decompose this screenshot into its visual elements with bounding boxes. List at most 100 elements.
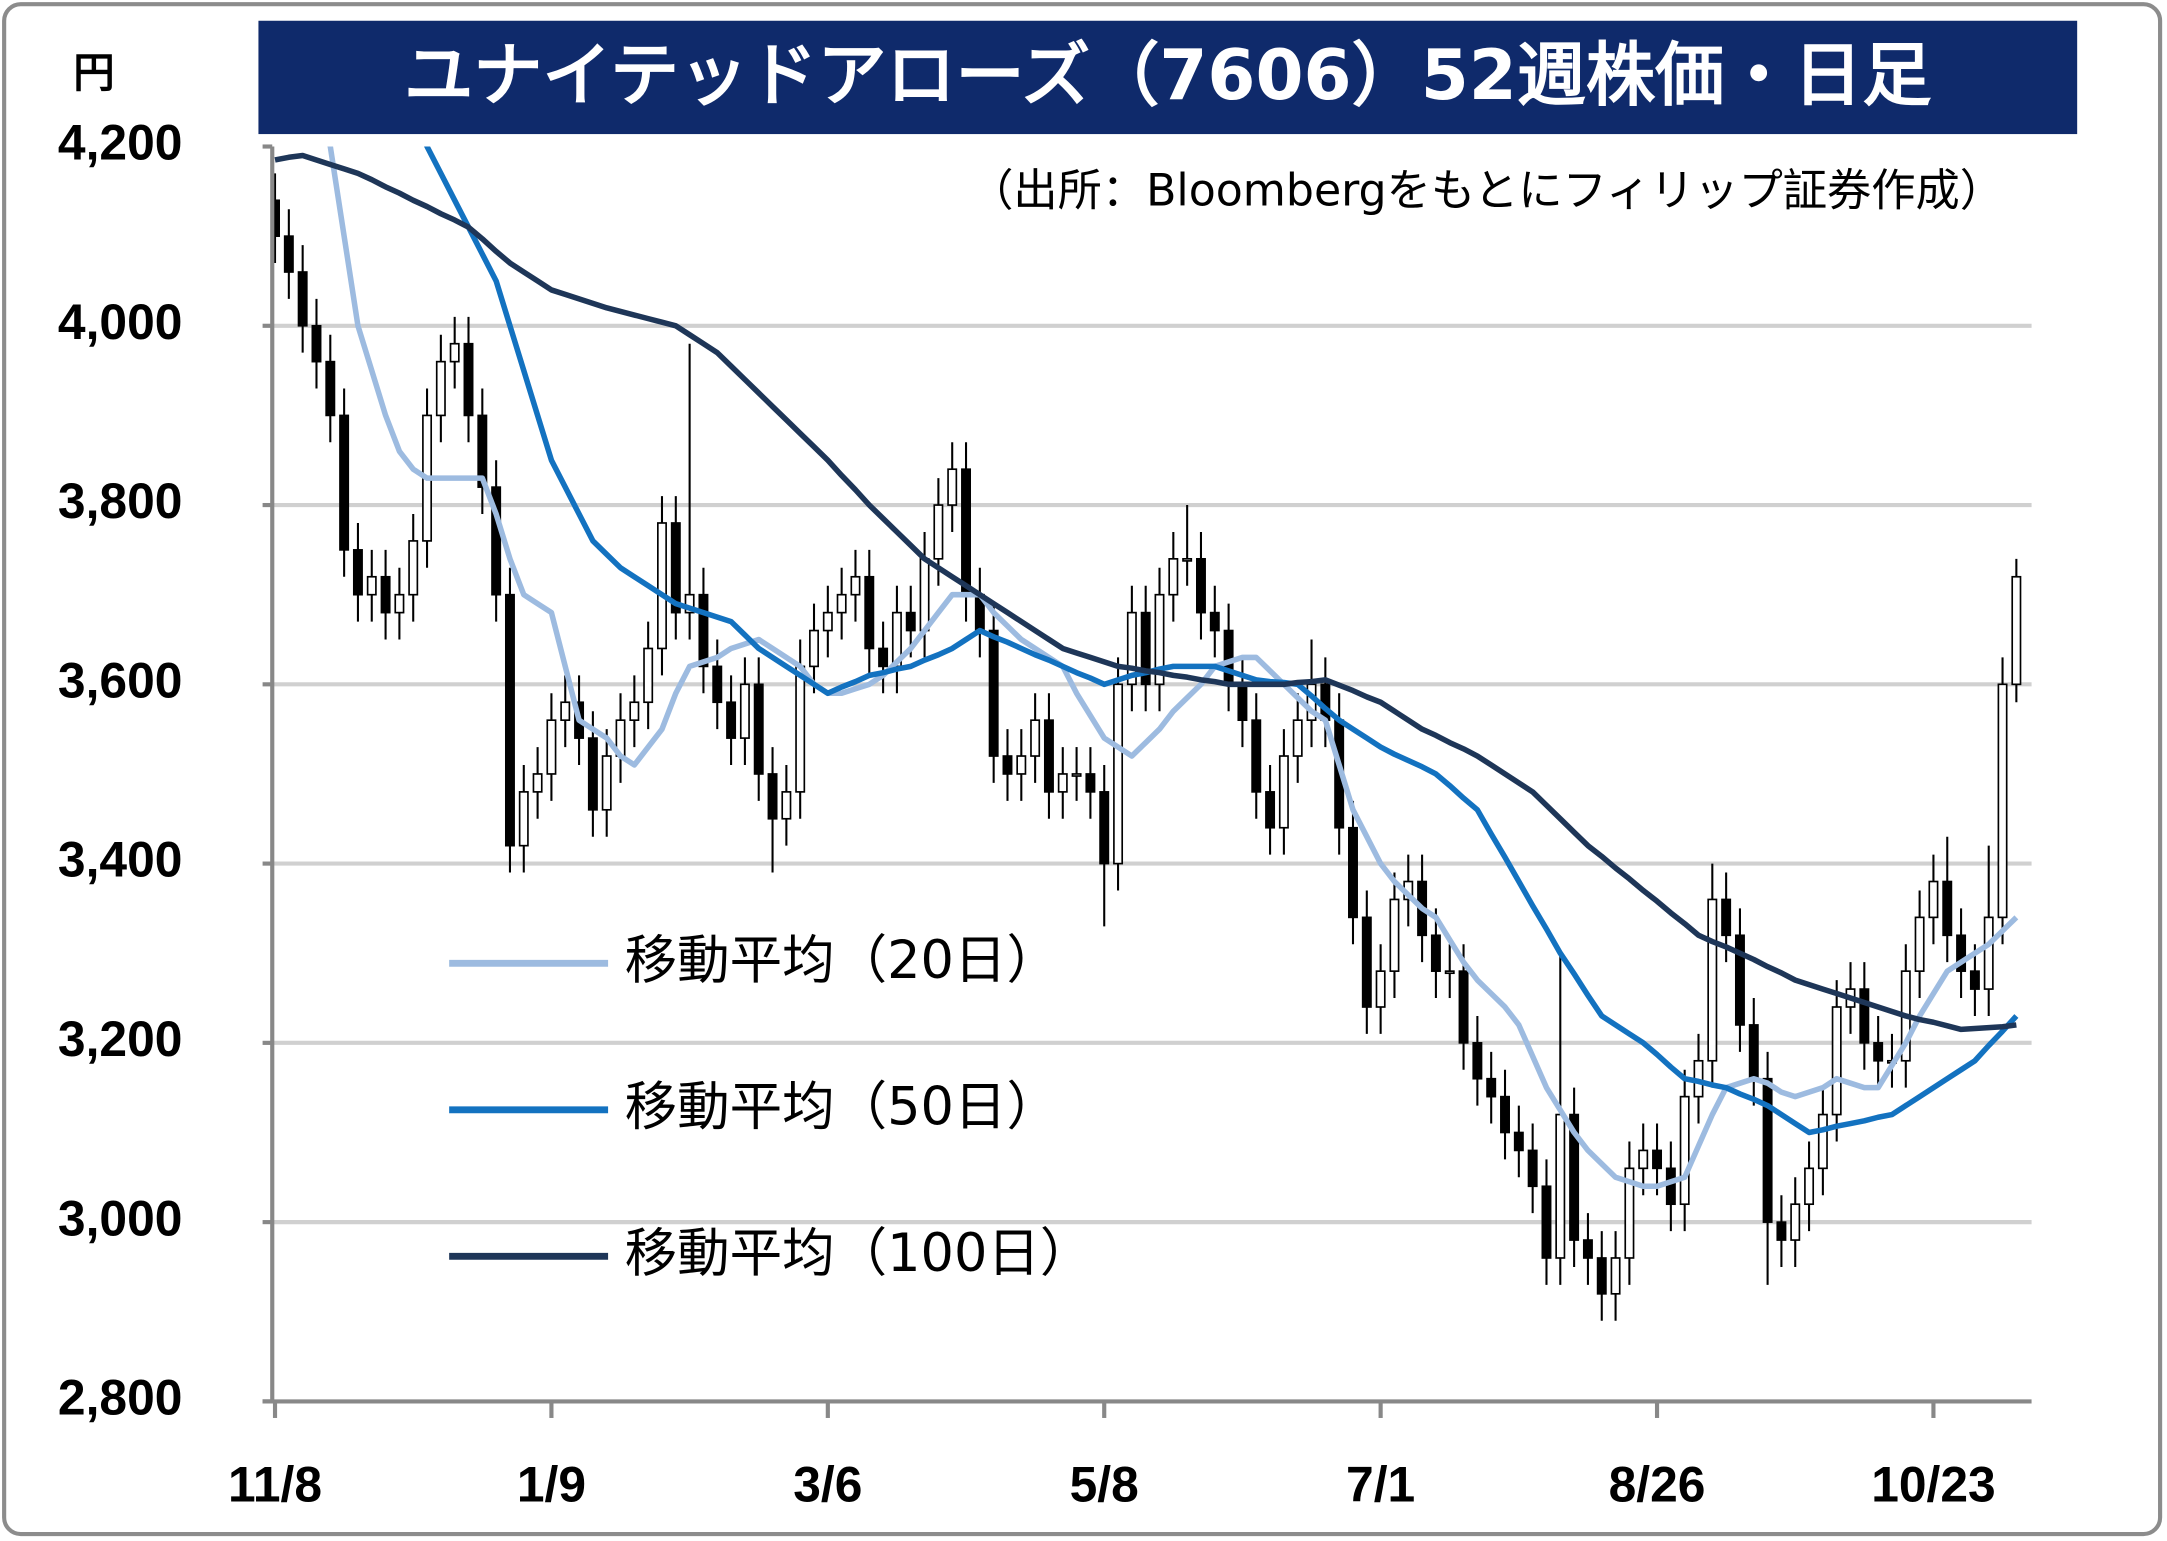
legend-label: 移動平均（100日） <box>625 1223 1093 1284</box>
x-tick-label: 1/9 <box>517 1457 586 1513</box>
candle-body <box>933 504 944 560</box>
candle-body <box>1790 1203 1801 1241</box>
candle-body <box>1430 934 1441 972</box>
candle-body <box>822 611 833 632</box>
candle-body <box>864 575 875 650</box>
chart-subtitle: （出所：Bloombergをもとにフィリップ証券作成） <box>969 166 2004 217</box>
candle-body <box>1251 719 1262 793</box>
candle-body <box>1928 880 1939 919</box>
y-tick-label: 3,800 <box>58 473 183 529</box>
plot-area <box>272 146 2022 1321</box>
x-tick-label: 7/1 <box>1346 1457 1415 1513</box>
candle-body <box>2011 575 2022 686</box>
candle-body <box>1679 1095 1690 1206</box>
candle-body <box>795 665 806 793</box>
candle-body <box>1500 1095 1510 1134</box>
candle-body <box>1292 719 1303 757</box>
candle-body <box>311 324 322 363</box>
y-tick-label: 3,600 <box>58 652 183 708</box>
candle-body <box>477 414 488 488</box>
candle-body <box>1237 683 1248 722</box>
y-tick-label: 3,400 <box>58 832 183 888</box>
candle-body <box>1762 1077 1773 1223</box>
candle-body <box>394 593 405 614</box>
candle-body <box>1126 611 1137 686</box>
candle-body <box>1361 916 1372 1008</box>
candle-body <box>1182 558 1193 562</box>
candle-body <box>1348 826 1358 919</box>
candle-body <box>670 522 681 614</box>
candle-body <box>1223 629 1234 686</box>
x-tick-label: 11/8 <box>228 1457 322 1513</box>
candle-body <box>463 342 474 417</box>
candle-body <box>1527 1149 1538 1188</box>
candle-body <box>532 773 543 793</box>
candle-body <box>1458 970 1469 1044</box>
candle-body <box>1389 898 1400 972</box>
candle-body <box>1873 1042 1884 1062</box>
candle-body <box>1997 683 2008 919</box>
legend-label: 移動平均（20日） <box>625 930 1059 991</box>
legend: 移動平均（20日） 移動平均（50日） 移動平均（100日） <box>449 930 1092 1284</box>
candle-body <box>726 701 737 739</box>
candle-body <box>1859 988 1870 1044</box>
candle-body <box>1983 916 1994 990</box>
candle-body <box>836 593 847 614</box>
candle-body <box>1804 1167 1815 1206</box>
candle-body <box>352 549 363 596</box>
candle-body <box>1624 1167 1635 1259</box>
candle-body <box>1914 916 1925 972</box>
candle-body <box>1195 558 1206 614</box>
candle-body <box>1555 1113 1566 1259</box>
y-unit: 円 <box>73 49 114 97</box>
candle-body <box>1665 1167 1676 1206</box>
candle-body <box>1071 773 1082 777</box>
candle-body <box>1596 1257 1607 1295</box>
candle-body <box>1099 791 1110 865</box>
title-banner <box>258 20 2078 135</box>
candle-body <box>491 486 502 596</box>
candle-body <box>1154 593 1165 686</box>
candle-body <box>850 575 861 596</box>
candle-body <box>1444 970 1455 975</box>
candle-body <box>657 522 667 650</box>
candle-body <box>1734 934 1745 1026</box>
candle-body <box>712 665 723 704</box>
candle-body <box>408 540 419 596</box>
candle-body <box>518 791 529 847</box>
candle-body <box>988 629 999 757</box>
candle-body <box>1582 1239 1593 1259</box>
candle-body <box>1707 898 1718 1062</box>
candle-body <box>339 414 350 551</box>
candle-body <box>1817 1113 1828 1170</box>
candle-body <box>504 593 515 847</box>
moving-average-line <box>274 152 2017 1033</box>
candle-body <box>1652 1149 1663 1170</box>
x-tick-label: 3/6 <box>793 1457 862 1513</box>
candle-body <box>1486 1077 1497 1098</box>
x-tick-label: 10/23 <box>1871 1457 1996 1513</box>
candle-body <box>587 737 598 811</box>
candle-body <box>546 719 557 775</box>
candle-body <box>1942 880 1953 937</box>
candle-body <box>1140 611 1151 686</box>
candle-body <box>698 593 709 668</box>
candle-body <box>684 593 695 614</box>
candle-body <box>272 199 280 237</box>
candle-body <box>1113 683 1124 865</box>
candle-body <box>753 683 764 775</box>
candle-body <box>1748 1024 1759 1080</box>
y-tick-label: 4,000 <box>58 294 183 350</box>
candle-body <box>809 629 819 668</box>
y-tick-label: 2,800 <box>58 1370 183 1426</box>
x-tick-label: 8/26 <box>1609 1457 1706 1513</box>
candle-body <box>1513 1131 1524 1152</box>
candle-body <box>739 683 750 739</box>
candle-body <box>1831 1006 1842 1116</box>
candle-body <box>560 701 571 722</box>
y-tick-label: 3,200 <box>58 1011 183 1067</box>
candle-body <box>1776 1221 1787 1241</box>
